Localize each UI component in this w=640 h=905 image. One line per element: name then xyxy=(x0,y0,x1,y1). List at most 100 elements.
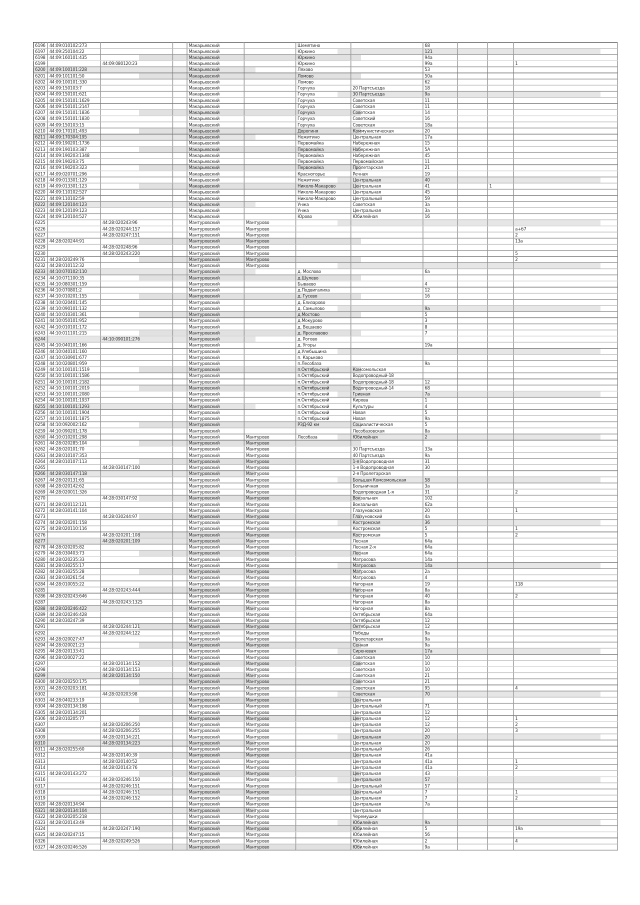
settlement-cell xyxy=(295,709,352,716)
row-number-cell: 6208 xyxy=(33,115,48,123)
district-cell: Макарьевский xyxy=(187,134,245,141)
house-number-cell: 45 xyxy=(422,152,459,159)
extra-1-cell xyxy=(457,366,488,374)
street-cell: Глазуновский xyxy=(350,513,424,521)
table-row: 6306 44:28:010205:77 Мантуровский Мантурово… xyxy=(33,715,618,723)
extra-2-cell xyxy=(487,678,514,686)
district-cell: Макарьевский xyxy=(187,201,245,208)
table-row: 6265 44:28:030147:100 Мантуровский Мантуров… xyxy=(33,464,618,472)
cadastral-number-2-cell xyxy=(100,195,174,202)
street-cell: Вокзальная xyxy=(350,495,424,502)
street-cell: Водопроводный-18 xyxy=(350,378,424,386)
district-cell: Мантуровский xyxy=(187,452,245,459)
extra-1-cell xyxy=(457,299,488,306)
table-row: 6229 44:28:020248:96 Мантуровский Мантурово xyxy=(33,244,618,251)
house-number-cell: 9а xyxy=(422,305,459,312)
house-number-cell: 20 xyxy=(422,733,459,741)
city-cell xyxy=(244,336,297,343)
street-cell: Октябрьская xyxy=(350,617,424,625)
note-cell: 13а xyxy=(513,238,618,245)
district-cell: Мантуровский xyxy=(187,299,245,306)
district-cell: Макарьевский xyxy=(187,109,245,117)
note-cell xyxy=(513,66,618,74)
note-cell xyxy=(513,709,618,716)
house-number-cell: 14а xyxy=(422,562,459,570)
note-cell xyxy=(513,770,618,778)
cadastral-number-1-cell: 44:10:070102:110 xyxy=(47,268,102,276)
extra-1-cell xyxy=(457,342,488,349)
extra-1-cell xyxy=(457,458,488,465)
row-number-cell: 6262 xyxy=(33,446,48,453)
extra-2-cell xyxy=(487,660,514,667)
table-row: 6310 44:28:020134:223 Мантуровский Мантуров… xyxy=(33,740,618,747)
house-number-cell: 21 xyxy=(422,672,459,680)
row-number-cell: 6292 xyxy=(33,629,48,637)
extra-2-cell xyxy=(487,287,514,294)
extra-1-cell xyxy=(457,176,488,184)
settlement-cell xyxy=(295,691,352,698)
table-row: 6225 44:28:020243:96 Мантуровский Мантурово xyxy=(33,219,618,227)
city-cell xyxy=(244,152,297,159)
street-cell xyxy=(350,66,424,74)
cadastral-number-2-cell: 44:28:020243:444 xyxy=(100,587,174,594)
table-row: 6273 44:28:030244:97 Мантуровский Мантурово… xyxy=(33,513,618,521)
extra-1-cell xyxy=(457,776,488,784)
row-number-cell: 6252 xyxy=(33,385,48,392)
extra-2-cell xyxy=(487,672,514,680)
table-row: 6247 44:10:030901:677 Мантуровский п. Карьк… xyxy=(33,354,618,361)
extra-2-cell xyxy=(487,201,514,208)
spacer-cell xyxy=(172,262,188,270)
house-number-cell: 99а xyxy=(422,60,459,68)
row-number-cell: 6240 xyxy=(33,311,48,319)
settlement-cell xyxy=(295,819,352,827)
settlement-cell xyxy=(295,715,352,723)
house-number-cell: 5 xyxy=(422,421,459,429)
cadastral-number-2-cell xyxy=(100,550,174,557)
extra-2-cell xyxy=(487,501,514,508)
city-cell: Мантурово xyxy=(244,795,297,802)
district-cell: Мантуровский xyxy=(187,262,245,270)
cadastral-number-1-cell: 44:28:020205:82 xyxy=(47,544,102,551)
city-cell xyxy=(244,427,297,435)
city-cell xyxy=(244,329,297,337)
district-cell: Мантуровский xyxy=(187,648,245,655)
cadastral-number-1-cell: 44:28:020142:62 xyxy=(47,482,102,490)
spacer-cell xyxy=(172,550,188,557)
house-number-cell: 12 xyxy=(422,287,459,294)
row-number-cell: 6289 xyxy=(33,611,48,618)
extra-2-cell xyxy=(487,666,514,674)
spacer-cell xyxy=(172,807,188,814)
cadastral-number-2-cell xyxy=(100,158,174,166)
extra-2-cell xyxy=(487,605,514,612)
row-number-cell: 6234 xyxy=(33,274,48,282)
city-cell: Мантурово xyxy=(244,764,297,771)
street-cell: Набережная xyxy=(350,152,424,159)
extra-1-cell xyxy=(457,605,488,612)
spacer-cell xyxy=(172,317,188,325)
settlement-cell: д.Мокурово xyxy=(295,317,352,325)
table-row: 6205 44:09:150101:1629 Макарьевский Горчуха… xyxy=(33,97,618,104)
spacer-cell xyxy=(172,587,188,594)
table-row: 6291 44:28:020244:121 Мантуровский Мантуров… xyxy=(33,623,618,631)
house-number-cell: 31 xyxy=(422,489,459,496)
table-row: 6211 44:09:170304:195 Макарьевский Нежитино… xyxy=(33,134,618,141)
note-cell xyxy=(513,336,618,343)
street-cell: Гривная xyxy=(350,391,424,398)
city-cell: Мантурово xyxy=(244,733,297,741)
city-cell: Мантурово xyxy=(244,819,297,827)
cadastral-number-2-cell xyxy=(100,170,174,178)
district-cell: Макарьевский xyxy=(187,121,245,129)
note-cell xyxy=(513,464,618,472)
extra-1-cell xyxy=(457,60,488,68)
table-row: 6305 44:28:020134:201 Мантуровский Мантуров… xyxy=(33,709,618,716)
spacer-cell xyxy=(172,158,188,166)
city-cell: Мантурово xyxy=(244,544,297,551)
street-cell: Центральная xyxy=(350,697,424,704)
street-cell xyxy=(350,250,424,257)
district-cell: Мантуровский xyxy=(187,446,245,453)
table-row: 6226 44:28:020244:157 Мантуровский Мантуров… xyxy=(33,225,618,233)
cadastral-number-1-cell: 44:10:020401:145 xyxy=(47,299,102,306)
note-cell xyxy=(513,458,618,465)
district-cell: Макарьевский xyxy=(187,213,245,221)
district-cell: Мантуровский xyxy=(187,574,245,582)
